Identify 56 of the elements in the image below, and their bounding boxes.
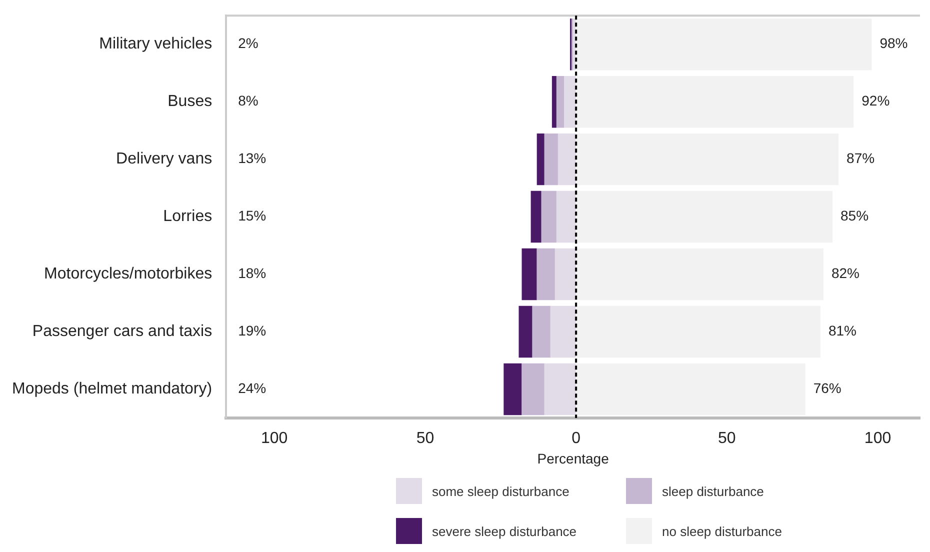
bar (518, 306, 532, 358)
data-label: 82% (831, 265, 860, 282)
annotation: 19% (238, 322, 266, 339)
bar (576, 76, 854, 128)
y-tick-label: Motorcycles/motorbikes (44, 266, 212, 283)
bar (556, 76, 564, 128)
bar (530, 190, 542, 243)
bar (576, 363, 806, 416)
annotation: 8% (238, 92, 258, 109)
legend-label: some sleep disturbance (432, 484, 570, 498)
y-tick-label: Lorries (163, 208, 212, 226)
bar (554, 248, 576, 300)
bar (544, 133, 558, 186)
bar (552, 76, 556, 128)
y-tick-label: Delivery vans (116, 150, 212, 168)
legend-label: sleep disturbance (662, 484, 764, 498)
legend-label: severe sleep disturbance (432, 524, 577, 538)
annotation: 24% (238, 380, 266, 396)
bar (544, 363, 576, 416)
bar (522, 248, 537, 300)
x-tick-label: 0 (572, 430, 581, 448)
bar (576, 18, 872, 70)
data-label: 98% (880, 35, 908, 52)
bar (558, 133, 576, 186)
y-tick-label: Passenger cars and taxis (32, 323, 212, 340)
bar (576, 248, 824, 300)
x-tick-label: 50 (416, 430, 434, 448)
bar (564, 76, 576, 128)
bar (536, 248, 555, 300)
bar (576, 306, 820, 358)
bar (576, 133, 839, 186)
annotation: 15% (238, 208, 266, 224)
data-label: 92% (862, 92, 890, 109)
legend-label: no sleep disturbance (662, 524, 782, 538)
bar (576, 190, 833, 243)
bar (522, 363, 544, 416)
bar (556, 190, 576, 243)
data-label: 76% (813, 380, 842, 396)
bar (532, 306, 550, 358)
bar (541, 190, 556, 243)
annotation: 2% (238, 35, 258, 52)
bar (504, 363, 522, 416)
x-tick-label: 100 (864, 430, 892, 448)
bar (550, 306, 576, 358)
x-tick-label: 100 (261, 430, 288, 448)
x-axis-title: Percentage (537, 450, 610, 466)
y-tick-label: Buses (168, 93, 212, 110)
bar (536, 133, 544, 186)
x-tick-label: 50 (718, 430, 736, 448)
y-tick-label: Military vehicles (99, 36, 212, 53)
y-tick-label: Mopeds (helmet mandatory) (12, 380, 212, 398)
data-label: 81% (828, 322, 856, 339)
data-label: 85% (840, 208, 869, 224)
annotation: 13% (238, 150, 266, 166)
annotation: 18% (238, 265, 266, 282)
data-label: 87% (846, 150, 875, 166)
